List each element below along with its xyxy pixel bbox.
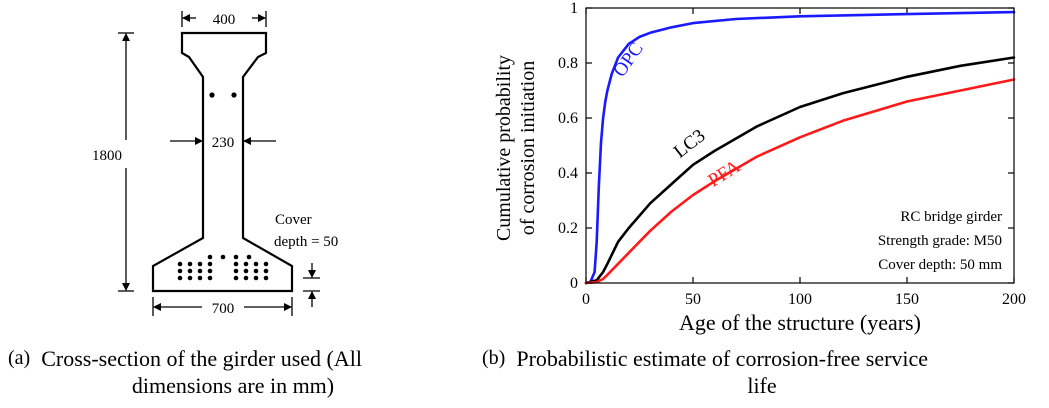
note-line-2: Strength grade: M50 (878, 233, 1002, 249)
caption-b-line1: Probabilistic estimate of corrosion-free… (516, 346, 929, 371)
girder-outline (151, 31, 294, 293)
y-tick-label: 0.2 (558, 220, 578, 237)
caption-b: (b) Probabilistic estimate of corrosion-… (482, 345, 1042, 399)
plot-frame (585, 7, 1015, 284)
web-width-label: 230 (212, 135, 235, 151)
x-tick-label: 50 (685, 291, 701, 308)
caption-a: (a) Cross-section of the girder used (Al… (8, 345, 458, 399)
top-width-label: 400 (213, 12, 236, 28)
y-tick-label: 0.6 (558, 110, 578, 127)
bottom-width-dimension (152, 297, 293, 316)
top-width-dimension (181, 11, 267, 27)
y-tick-label: 0.8 (558, 55, 578, 72)
x-tick-label: 0 (582, 291, 590, 308)
caption-a-line2: dimensions are in mm) (131, 373, 335, 398)
series-label-opc: OPC (609, 39, 647, 81)
note-line-1: RC bridge girder (900, 209, 1002, 225)
bottom-width-label: 700 (212, 301, 235, 317)
x-tick-label: 200 (1002, 291, 1026, 308)
corrosion-probability-chart: 0 50 100 150 200 0 0.2 0.4 0.6 0.8 1 Cumulative pr… (493, 0, 1026, 335)
note-line-3: Cover depth: 50 mm (878, 257, 1002, 273)
series-label-pfa: PFA (705, 156, 745, 192)
series-line-lc3 (584, 56, 1016, 285)
height-label: 1800 (92, 148, 122, 164)
corrosion-probability-chart-panel: 0 50 100 150 200 0 0.2 0.4 0.6 0.8 1 Cumulative pr… (470, 0, 1049, 340)
caption-a-line1: Cross-section of the girder used (All (41, 346, 362, 371)
y-tick-label: 0.4 (558, 165, 578, 182)
girder-cross-section-drawing: 400 1800 230 Cover depth = 50 (92, 11, 338, 317)
girder-cross-section-panel: 400 1800 230 Cover depth = 50 (0, 0, 470, 340)
y-tick-label: 0 (570, 275, 578, 292)
caption-b-line2: life (747, 373, 777, 398)
cover-depth-dimension (303, 263, 320, 307)
height-dimension (118, 32, 134, 292)
cover-label-line1: Cover (275, 212, 312, 228)
y-axis-label-line1: Cumulative probability (493, 55, 515, 241)
series-line-opc (584, 10, 1016, 285)
x-axis-label: Age of the structure (years) (679, 310, 921, 335)
series-line-pfa (584, 78, 1016, 285)
y-axis-label-line2: of corrosion initiation (517, 61, 539, 235)
caption-b-letter: (b) (482, 347, 506, 369)
x-tick-label: 150 (895, 291, 919, 308)
bottom-strands (177, 254, 269, 281)
x-tick-label: 100 (788, 291, 812, 308)
caption-a-letter: (a) (8, 347, 31, 369)
top-rebar (209, 92, 215, 98)
y-tick-label: 1 (570, 0, 578, 17)
cover-label-line2: depth = 50 (274, 234, 338, 250)
top-rebar (231, 92, 237, 98)
